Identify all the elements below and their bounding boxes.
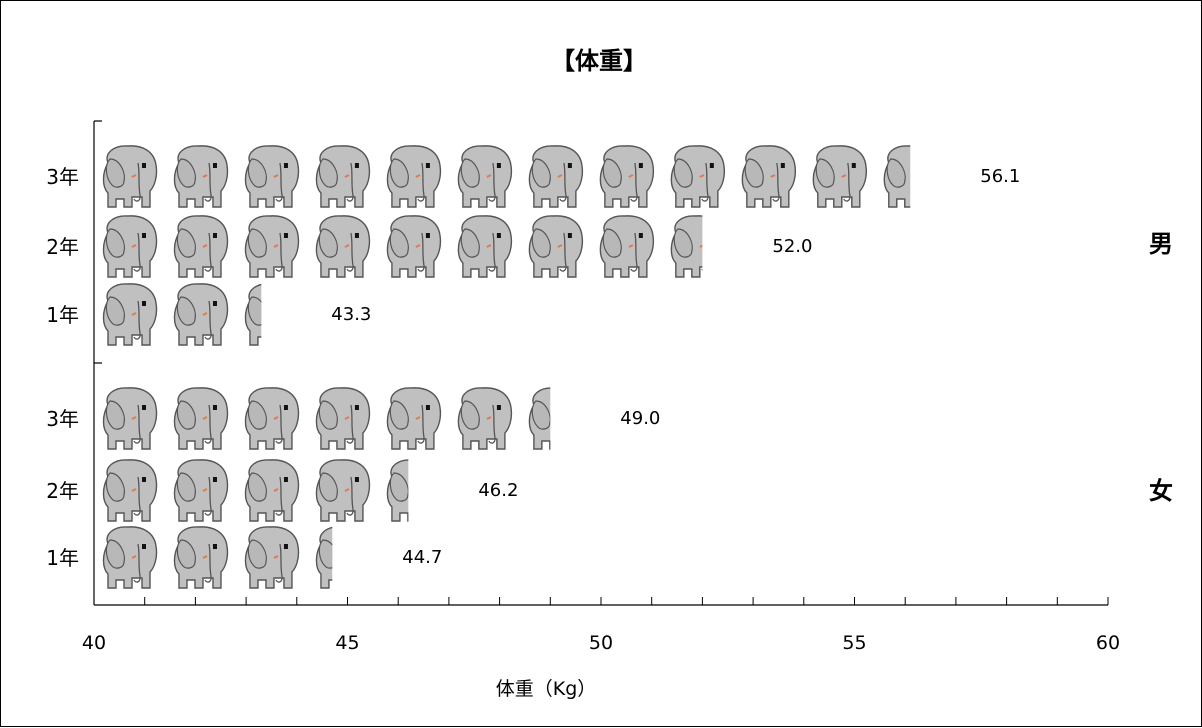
elephant-icon: [315, 144, 371, 208]
elephant-icon: [670, 144, 726, 208]
x-tick-label: 60: [1096, 632, 1120, 654]
value-label: 56.1: [980, 166, 1020, 187]
elephant-icon: [173, 458, 229, 522]
elephant-icon: [528, 214, 584, 278]
bar: [102, 525, 333, 589]
value-label: 52.0: [772, 236, 812, 257]
bar: [102, 214, 703, 278]
elephant-icon: [741, 144, 797, 208]
elephant-icon: [315, 458, 371, 522]
elephant-icon: [457, 214, 513, 278]
chart-title: 【体重】: [551, 47, 647, 75]
elephant-icon: [528, 386, 551, 450]
x-axis-title: 体重（Kg）: [496, 678, 597, 700]
group-label: 男: [1149, 230, 1173, 258]
elephant-icon: [173, 144, 229, 208]
elephant-icon: [102, 386, 158, 450]
elephant-icon: [244, 214, 300, 278]
category-label: 3年: [46, 165, 79, 189]
elephant-icon: [102, 282, 158, 346]
category-label: 1年: [46, 546, 79, 570]
bar: [102, 144, 911, 208]
elephant-icon: [102, 144, 158, 208]
elephant-icon: [102, 214, 158, 278]
elephant-icon: [244, 282, 262, 346]
elephant-icon: [386, 386, 442, 450]
elephant-icon: [244, 386, 300, 450]
elephant-icon: [386, 144, 442, 208]
x-tick-label: 40: [82, 632, 106, 654]
x-tick-label: 45: [335, 632, 359, 654]
value-label: 46.2: [478, 480, 518, 501]
elephant-icon: [102, 458, 158, 522]
elephant-icon: [173, 214, 229, 278]
elephant-icon: [670, 214, 703, 278]
elephant-icon: [173, 525, 229, 589]
elephant-icon: [528, 144, 584, 208]
category-label: 2年: [46, 235, 79, 259]
elephant-icon: [244, 458, 300, 522]
elephant-icon: [599, 144, 655, 208]
elephant-icon: [386, 458, 409, 522]
elephant-icon: [812, 144, 868, 208]
elephant-icon: [315, 214, 371, 278]
bar: [102, 458, 409, 522]
elephant-icon: [315, 386, 371, 450]
value-label: 43.3: [331, 304, 371, 325]
category-label: 1年: [46, 303, 79, 327]
elephant-icon: [244, 525, 300, 589]
value-label: 49.0: [620, 408, 660, 429]
elephant-icon: [173, 386, 229, 450]
bar: [102, 386, 551, 450]
value-label: 44.7: [402, 547, 442, 568]
elephant-icon: [244, 144, 300, 208]
group-label: 女: [1149, 477, 1173, 505]
elephant-icon: [599, 214, 655, 278]
elephant-icon: [386, 214, 442, 278]
elephant-icon: [173, 282, 229, 346]
category-label: 3年: [46, 407, 79, 431]
x-tick-label: 55: [842, 632, 866, 654]
bar: [102, 282, 262, 346]
elephant-icon: [457, 386, 513, 450]
category-label: 2年: [46, 479, 79, 503]
elephant-icon: [315, 525, 333, 589]
elephant-icon: [883, 144, 911, 208]
elephant-icon: [102, 525, 158, 589]
x-tick-label: 50: [589, 632, 613, 654]
elephant-icon: [457, 144, 513, 208]
